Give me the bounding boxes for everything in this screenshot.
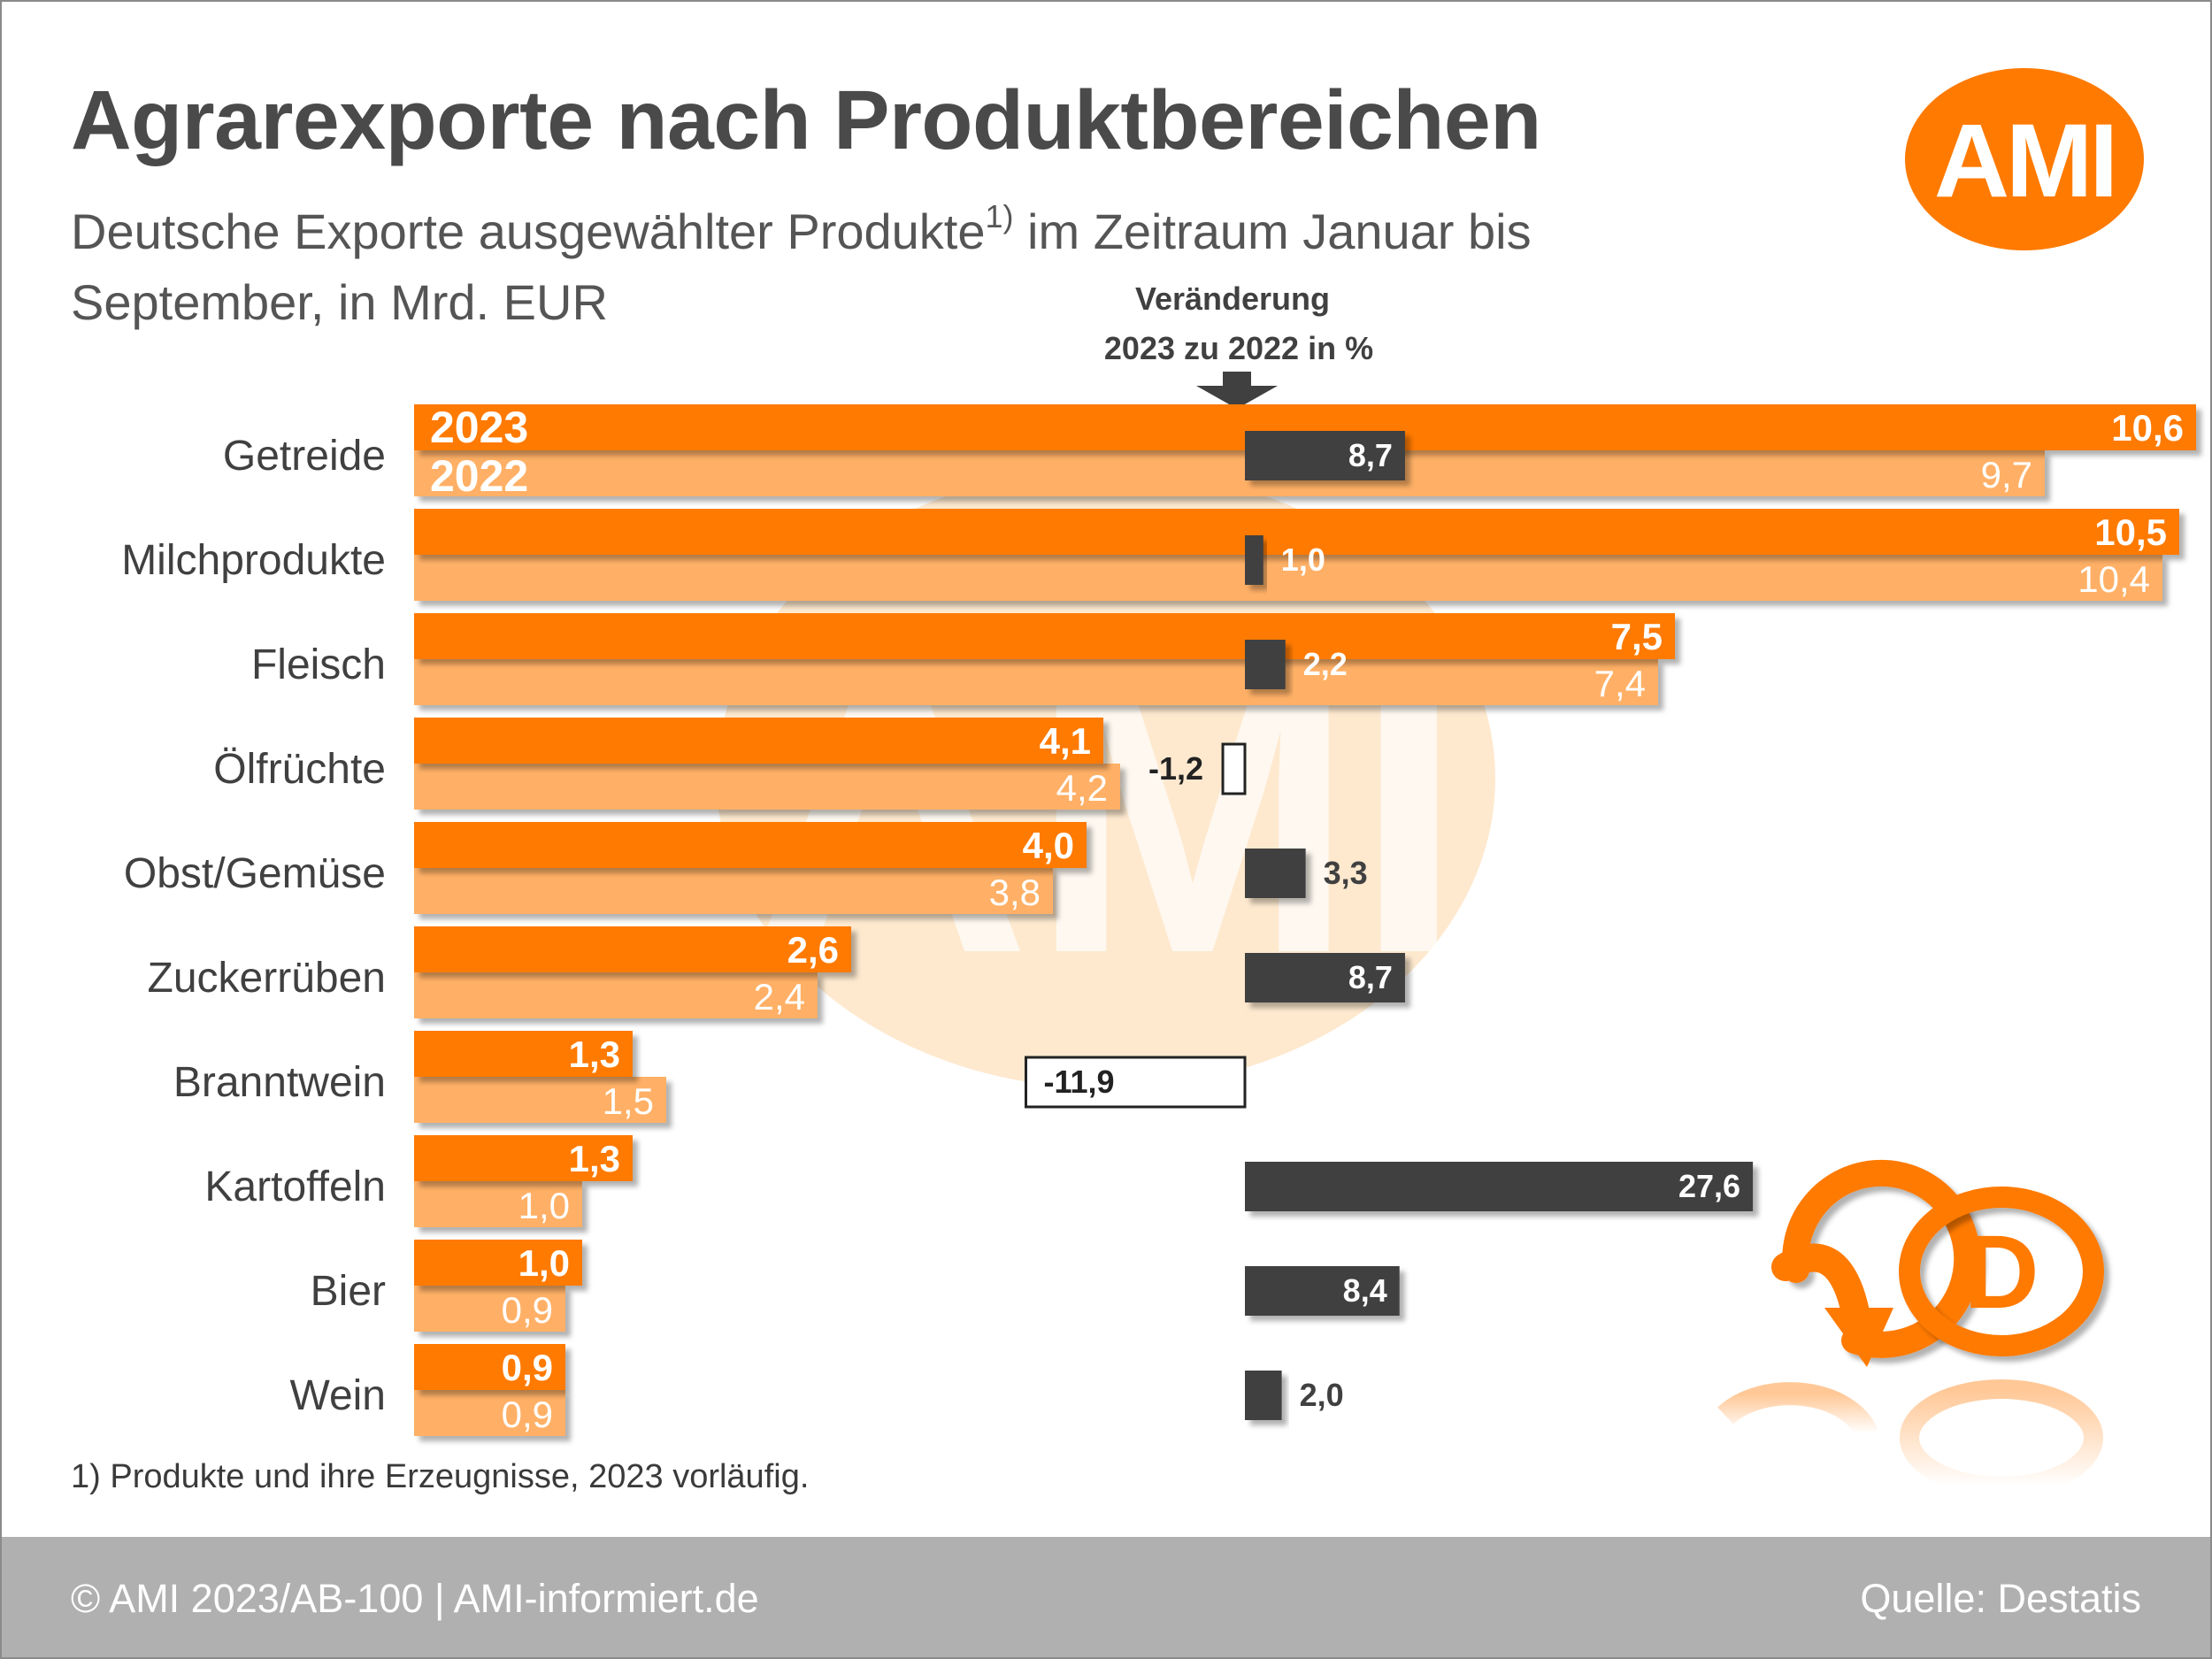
bar-2022-milchprodukte xyxy=(414,555,2162,601)
change-bar-wein xyxy=(1245,1371,1282,1420)
change-bar-branntwein xyxy=(1024,1056,1247,1109)
value-label-2022-zuckerr-ben: 2,4 xyxy=(754,976,805,1018)
bar-2023-zuckerr-ben xyxy=(414,926,851,972)
page-title: Agrarexporte nach Produktbereichen xyxy=(71,73,1541,167)
bar-2022-branntwein xyxy=(414,1077,666,1123)
logo-text: AMI xyxy=(1934,103,2115,219)
change-header-line2: 2023 zu 2022 in % xyxy=(1104,330,1373,366)
page-subtitle: Deutsche Exporte ausgewählter Produkte1)… xyxy=(71,196,1752,338)
value-label-2022-fleisch: 7,4 xyxy=(1594,663,1646,704)
change-layer: 8,7 1,0 2,2 -1,2 3,3 8,7 -11,9 27,6 8,4 2,0 xyxy=(1024,431,1754,1420)
category-label-wein: Wein xyxy=(290,1372,387,1419)
category-label-fleisch: Fleisch xyxy=(251,641,386,688)
bar-2023-kartoffeln xyxy=(414,1135,633,1181)
change-label-obst-gem-se: 3,3 xyxy=(1324,855,1368,891)
category-label-bier: Bier xyxy=(311,1268,386,1315)
footer-source: Quelle: Destatis xyxy=(1860,1576,2141,1621)
change-header-line1: Veränderung xyxy=(1135,280,1330,317)
bar-2022-obst-gem-se xyxy=(414,868,1053,914)
value-label-2023--lfr-chte: 4,1 xyxy=(1040,720,1091,762)
value-label-2022-wein: 0,9 xyxy=(502,1394,553,1435)
value-label-2022-branntwein: 1,5 xyxy=(603,1080,654,1122)
category-label-obst-gem-se: Obst/Gemüse xyxy=(124,850,386,897)
change-label-fleisch: 2,2 xyxy=(1303,646,1348,682)
change-bar--lfr-chte xyxy=(1221,742,1247,795)
subtitle-main: Deutsche Exporte ausgewählter Produkte xyxy=(71,204,986,259)
bar-2022-bier xyxy=(414,1286,565,1332)
ami-logo-icon: AMI xyxy=(1905,68,2144,250)
svg-text:D: D xyxy=(1963,1214,2039,1331)
change-bar-fleisch xyxy=(1245,640,1286,689)
change-bar-kartoffeln xyxy=(1245,1162,1754,1211)
subtitle-rest: im Zeitraum Januar bis September, in Mrd… xyxy=(71,204,1532,330)
value-label-2023-milchprodukte: 10,5 xyxy=(2094,511,2167,553)
bar-2022-wein xyxy=(414,1390,565,1436)
category-labels: Getreide Milchprodukte Fleisch Ölfrüchte Obs… xyxy=(121,433,386,1419)
change-label-zuckerr-ben: 8,7 xyxy=(1348,959,1393,995)
value-label-2023-wein: 0,9 xyxy=(502,1347,553,1388)
change-bar-obst-gem-se xyxy=(1245,849,1306,898)
category-label-kartoffeln: Kartoffeln xyxy=(204,1164,386,1210)
value-label-2023-bier: 1,0 xyxy=(518,1242,570,1284)
value-label-2022-getreide: 9,7 xyxy=(1981,454,2032,495)
change-label--lfr-chte: -1,2 xyxy=(1148,750,1203,787)
subtitle-footnote-marker: 1) xyxy=(985,198,1014,234)
legend-2022: 2022 xyxy=(430,451,528,501)
bars-layer: 10,6 9,7 10,5 10,4 7,5 7,4 4,1 4,2 4,0 3,8 2,6 2,4 1… xyxy=(414,403,2196,1436)
change-label-wein: 2,0 xyxy=(1300,1377,1344,1413)
value-label-2023-fleisch: 7,5 xyxy=(1611,616,1663,657)
value-label-2023-branntwein: 1,3 xyxy=(569,1033,620,1075)
d-circle-icon: D xyxy=(1899,1187,2104,1496)
value-label-2023-obst-gem-se: 4,0 xyxy=(1023,825,1074,866)
export-chart: AMI AMI Veränderung 2023 zu 2022 in % 10… xyxy=(121,68,2196,1496)
legend-2023: 2023 xyxy=(430,403,528,452)
value-label-2022-bier: 0,9 xyxy=(502,1289,553,1331)
bar-2022-getreide xyxy=(414,450,2045,496)
bar-2022-fleisch xyxy=(414,659,1658,705)
change-bar-bier xyxy=(1245,1266,1400,1316)
down-arrow-icon xyxy=(1196,372,1278,409)
bar-2023-obst-gem-se xyxy=(414,822,1087,868)
value-label-2022--lfr-chte: 4,2 xyxy=(1056,767,1108,809)
category-label-milchprodukte: Milchprodukte xyxy=(121,537,386,584)
bar-2023--lfr-chte xyxy=(414,718,1103,764)
change-label-branntwein: -11,9 xyxy=(1043,1064,1114,1100)
category-label-zuckerr-ben: Zuckerrüben xyxy=(148,955,386,1002)
change-label-milchprodukte: 1,0 xyxy=(1281,541,1325,578)
value-label-2023-kartoffeln: 1,3 xyxy=(569,1138,620,1179)
value-label-2022-obst-gem-se: 3,8 xyxy=(989,872,1041,913)
category-label-branntwein: Branntwein xyxy=(173,1059,386,1106)
change-bar-milchprodukte xyxy=(1245,535,1263,585)
footer-bar: © AMI 2023/AB-100 | AMI-informiert.de Qu… xyxy=(0,1537,2212,1659)
category-label-getreide: Getreide xyxy=(223,433,386,480)
bar-2022-kartoffeln xyxy=(414,1181,582,1227)
bar-2023-branntwein xyxy=(414,1031,633,1077)
footnote: 1) Produkte und ihre Erzeugnisse, 2023 v… xyxy=(71,1458,810,1495)
value-label-2022-milchprodukte: 10,4 xyxy=(2078,558,2150,600)
category-label--lfr-chte: Ölfrüchte xyxy=(213,746,386,793)
change-label-getreide: 8,7 xyxy=(1348,437,1393,473)
change-label-bier: 8,4 xyxy=(1343,1272,1387,1309)
bar-2023-wein xyxy=(414,1344,565,1390)
bar-2022-zuckerr-ben xyxy=(414,972,818,1018)
bar-2023-fleisch xyxy=(414,613,1675,659)
footer-copyright: © AMI 2023/AB-100 | AMI-informiert.de xyxy=(71,1576,759,1621)
change-bar-zuckerr-ben xyxy=(1245,953,1405,1002)
bar-2023-milchprodukte xyxy=(414,509,2179,555)
value-label-2022-kartoffeln: 1,0 xyxy=(518,1185,570,1226)
value-label-2023-zuckerr-ben: 2,6 xyxy=(787,929,839,971)
change-bar-getreide xyxy=(1245,431,1405,480)
bar-2022--lfr-chte xyxy=(414,764,1120,810)
bar-2023-bier xyxy=(414,1240,582,1286)
value-label-2023-getreide: 10,6 xyxy=(2111,407,2184,449)
change-label-kartoffeln: 27,6 xyxy=(1678,1168,1740,1204)
